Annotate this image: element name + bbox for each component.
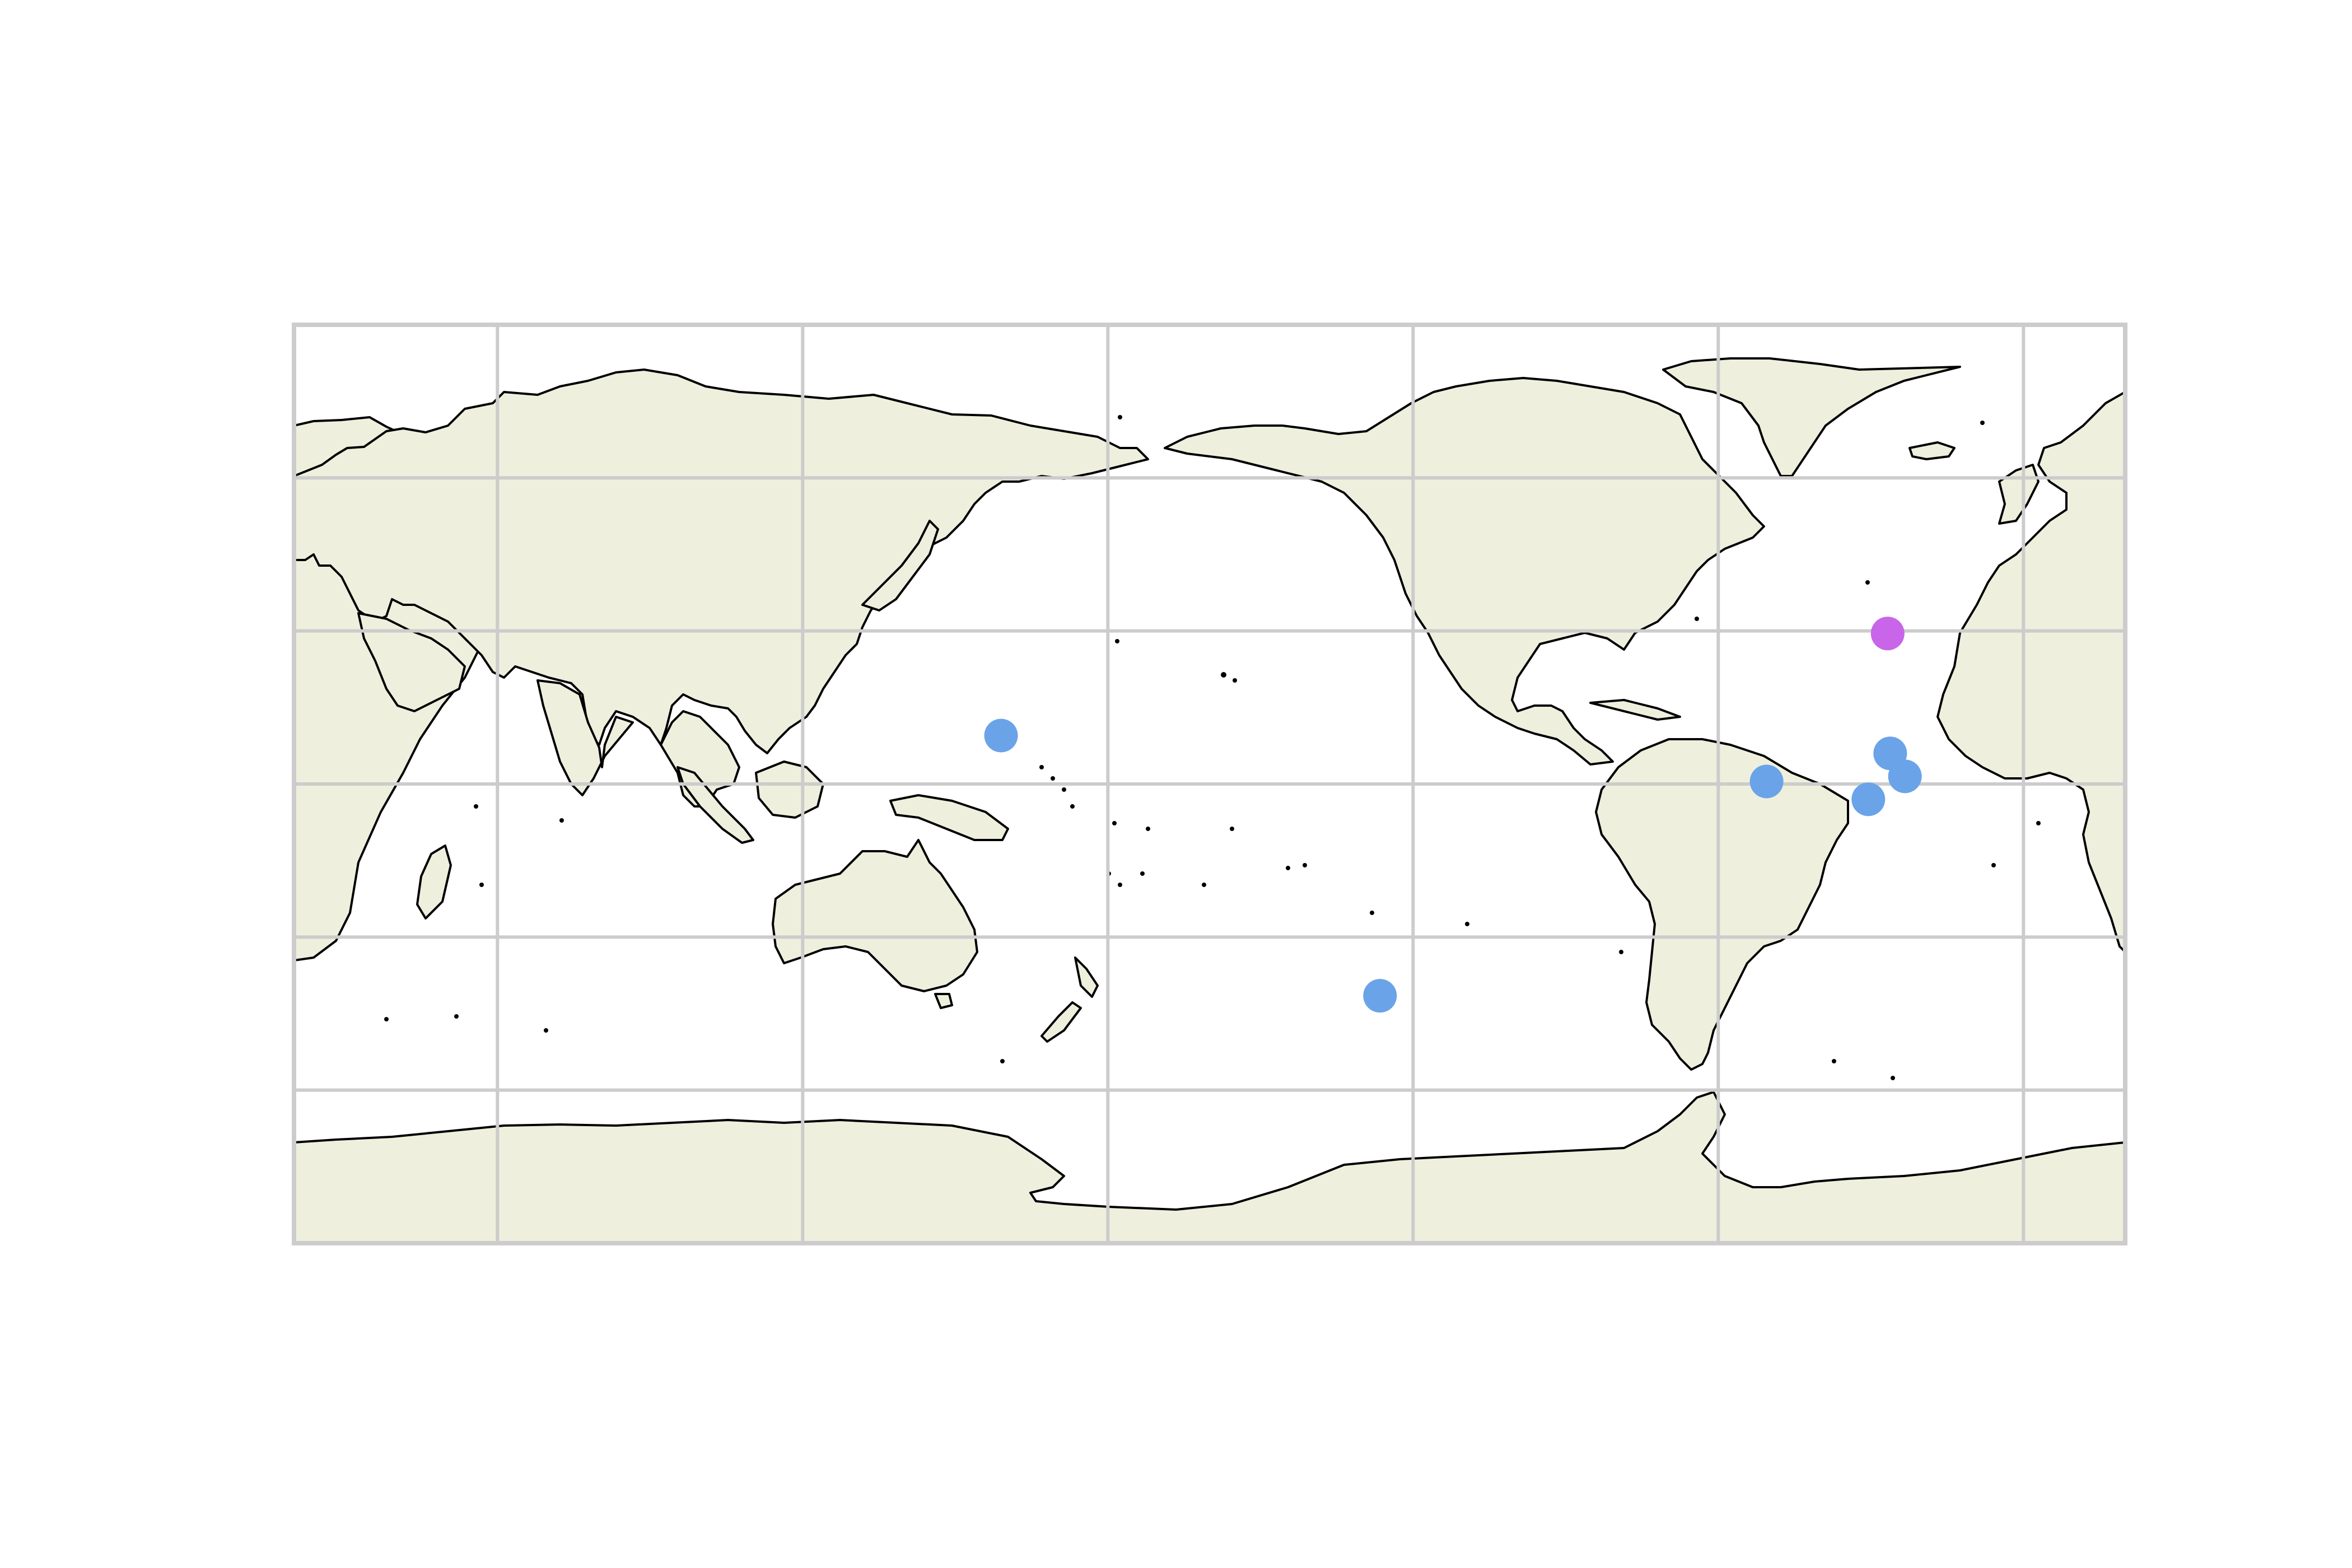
map-area — [294, 325, 2289, 1243]
landmass-new-guinea — [889, 794, 1009, 841]
blue-marker[interactable] — [1363, 979, 1397, 1013]
landmass-north-america — [1164, 377, 1765, 766]
land-layer — [294, 357, 2125, 1243]
purple-marker[interactable] — [2241, 512, 2274, 545]
gridlines — [294, 325, 2125, 1243]
landmass-eurasia — [294, 368, 1149, 754]
island-layer — [384, 415, 2041, 1080]
marker-layer — [984, 512, 2289, 1013]
landmass-tasmania — [934, 993, 953, 1009]
purple-marker[interactable] — [2137, 749, 2171, 783]
landmass-japan — [861, 520, 939, 612]
landmass-new-zealand — [1040, 956, 1099, 1043]
landmass-madagascar — [416, 844, 452, 920]
purple-marker[interactable] — [2256, 675, 2289, 709]
landmass-south-america — [1595, 738, 1849, 1071]
blue-marker[interactable] — [1888, 759, 1922, 794]
purple-marker[interactable] — [1870, 617, 1905, 651]
landmass-cuba — [1589, 699, 1681, 721]
landmass-iceland — [1908, 441, 1956, 460]
blue-marker[interactable] — [984, 718, 1018, 753]
landmass-borneo — [755, 760, 824, 819]
purple-marker[interactable] — [2131, 739, 2164, 773]
landmass-antarctica — [294, 1091, 2125, 1243]
landmass-india — [536, 679, 634, 796]
map-frame — [292, 323, 2127, 1245]
blue-marker[interactable] — [1851, 782, 1886, 816]
landmass-australia — [772, 839, 978, 992]
purple-marker[interactable] — [2200, 558, 2234, 591]
landmass-greenland — [1662, 357, 1961, 477]
landmass-sumatra — [676, 766, 754, 844]
blue-marker[interactable] — [1749, 764, 1784, 799]
